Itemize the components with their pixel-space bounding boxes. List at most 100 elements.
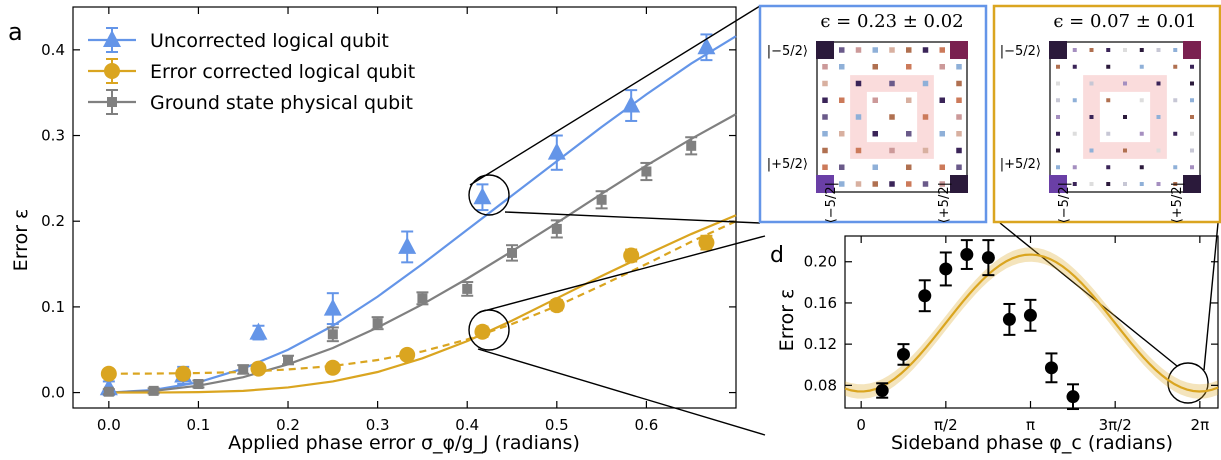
matrix-element-large bbox=[1183, 175, 1201, 193]
matrix-element bbox=[822, 64, 828, 70]
matrix-element bbox=[1123, 81, 1127, 86]
matrix-element bbox=[956, 97, 962, 103]
x-tick-label: π bbox=[1026, 416, 1035, 434]
data-point bbox=[596, 194, 607, 205]
matrix-element bbox=[822, 97, 828, 103]
matrix-element bbox=[872, 97, 878, 103]
y-tick-label: 0.1 bbox=[41, 298, 65, 316]
matrix-element bbox=[822, 164, 828, 170]
connector-line bbox=[999, 222, 1178, 367]
matrix-element bbox=[1139, 98, 1144, 103]
connector-line bbox=[504, 211, 761, 224]
matrix-element bbox=[956, 131, 962, 137]
matrix-element bbox=[855, 147, 862, 154]
matrix-element bbox=[1106, 131, 1111, 136]
matrix-element bbox=[1056, 148, 1060, 153]
matrix-element bbox=[872, 181, 878, 187]
inset-c-title: ϵ = 0.07 ± 0.01 bbox=[1053, 11, 1196, 32]
y-tick-label: 0.20 bbox=[804, 253, 837, 271]
panel-d-data-points bbox=[875, 239, 1080, 411]
panel-d-ylabel: Error ε bbox=[776, 289, 798, 352]
matrix-element bbox=[839, 64, 845, 70]
data-point bbox=[417, 293, 428, 304]
inset-b-col-right: ⟨+5/2| bbox=[937, 182, 952, 223]
inset-b-row-bottom: |+5/2⟩ bbox=[767, 157, 808, 172]
panel-d-frame bbox=[844, 235, 1219, 409]
matrix-element bbox=[1072, 131, 1077, 136]
matrix-element bbox=[906, 164, 912, 170]
matrix-element bbox=[956, 164, 962, 170]
matrix-element bbox=[1139, 165, 1144, 170]
data-point bbox=[398, 236, 417, 254]
matrix-element bbox=[1173, 182, 1178, 186]
data-point bbox=[1066, 390, 1080, 404]
matrix-element bbox=[1072, 98, 1077, 103]
matrix-element bbox=[939, 131, 945, 137]
data-point bbox=[103, 386, 114, 397]
y-tick-label: 0.2 bbox=[41, 212, 65, 230]
matrix-element bbox=[839, 181, 845, 187]
legend-marker bbox=[107, 97, 117, 107]
x-tick-label: 0.0 bbox=[97, 416, 121, 434]
x-tick-label: 0.5 bbox=[545, 416, 569, 434]
panel-letter-a: a bbox=[8, 18, 23, 46]
matrix-element bbox=[1123, 115, 1127, 119]
matrix-element bbox=[872, 131, 878, 137]
inset-b-matrix bbox=[816, 41, 968, 193]
data-point bbox=[939, 262, 953, 276]
matrix-element bbox=[939, 164, 945, 170]
data-point bbox=[372, 318, 383, 329]
fit-curve bbox=[844, 253, 1219, 393]
inset-b-row-top: |−5/2⟩ bbox=[767, 44, 808, 59]
matrix-element bbox=[939, 97, 945, 103]
matrix-element bbox=[906, 47, 912, 53]
matrix-element bbox=[1139, 182, 1144, 186]
matrix-element bbox=[956, 64, 962, 70]
connector-line bbox=[479, 235, 766, 313]
matrix-element bbox=[1139, 48, 1144, 52]
fit-curve bbox=[108, 35, 737, 394]
data-point bbox=[1044, 361, 1058, 375]
x-tick-label: 3π/2 bbox=[1099, 416, 1132, 434]
panel-a-data-points bbox=[99, 33, 716, 397]
matrix-element bbox=[906, 64, 912, 70]
panel-d-chart: 0 π/2 π 3π/2 2π 0.08 0.12 0.16 0.20 Sideband pha… bbox=[776, 235, 1219, 454]
matrix-element bbox=[1123, 48, 1127, 52]
panel-a-ylabel: Error ε bbox=[10, 209, 32, 272]
matrix-element bbox=[855, 181, 862, 187]
connector-line bbox=[477, 348, 766, 436]
y-tick-label: 0.4 bbox=[41, 41, 65, 59]
matrix-element bbox=[872, 47, 878, 53]
matrix-element bbox=[1056, 81, 1060, 86]
matrix-element bbox=[839, 164, 845, 170]
x-tick-label: 0.6 bbox=[634, 416, 658, 434]
data-point bbox=[249, 322, 268, 340]
matrix-element bbox=[906, 181, 912, 187]
matrix-element bbox=[1106, 98, 1111, 103]
inset-c-matrix bbox=[1049, 41, 1201, 193]
matrix-element-large bbox=[1049, 175, 1067, 193]
matrix-element bbox=[1072, 165, 1077, 170]
connector-line bbox=[469, 5, 761, 186]
data-point bbox=[148, 385, 159, 396]
matrix-element bbox=[1190, 115, 1194, 119]
matrix-element bbox=[1156, 81, 1161, 86]
legend-label: Uncorrected logical qubit bbox=[150, 30, 389, 52]
matrix-element bbox=[1056, 98, 1060, 103]
panel-d-ticks: 0 π/2 π 3π/2 2π 0.08 0.12 0.16 0.20 bbox=[804, 236, 1218, 434]
matrix-element bbox=[889, 80, 895, 87]
data-point bbox=[1002, 312, 1016, 326]
matrix-element bbox=[1156, 182, 1161, 186]
x-tick-label: 0.2 bbox=[276, 416, 300, 434]
matrix-element bbox=[889, 181, 895, 187]
data-point bbox=[324, 359, 341, 376]
zoom-connector-lines bbox=[468, 5, 1219, 436]
panel-a-legend: Uncorrected logical qubit Error corrected… bbox=[88, 27, 415, 115]
matrix-element bbox=[822, 147, 828, 154]
matrix-element bbox=[855, 80, 862, 87]
zoom-circle-uncorrected bbox=[468, 174, 510, 216]
matrix-element bbox=[1156, 48, 1161, 52]
matrix-element bbox=[1173, 165, 1178, 170]
matrix-element bbox=[939, 181, 945, 187]
